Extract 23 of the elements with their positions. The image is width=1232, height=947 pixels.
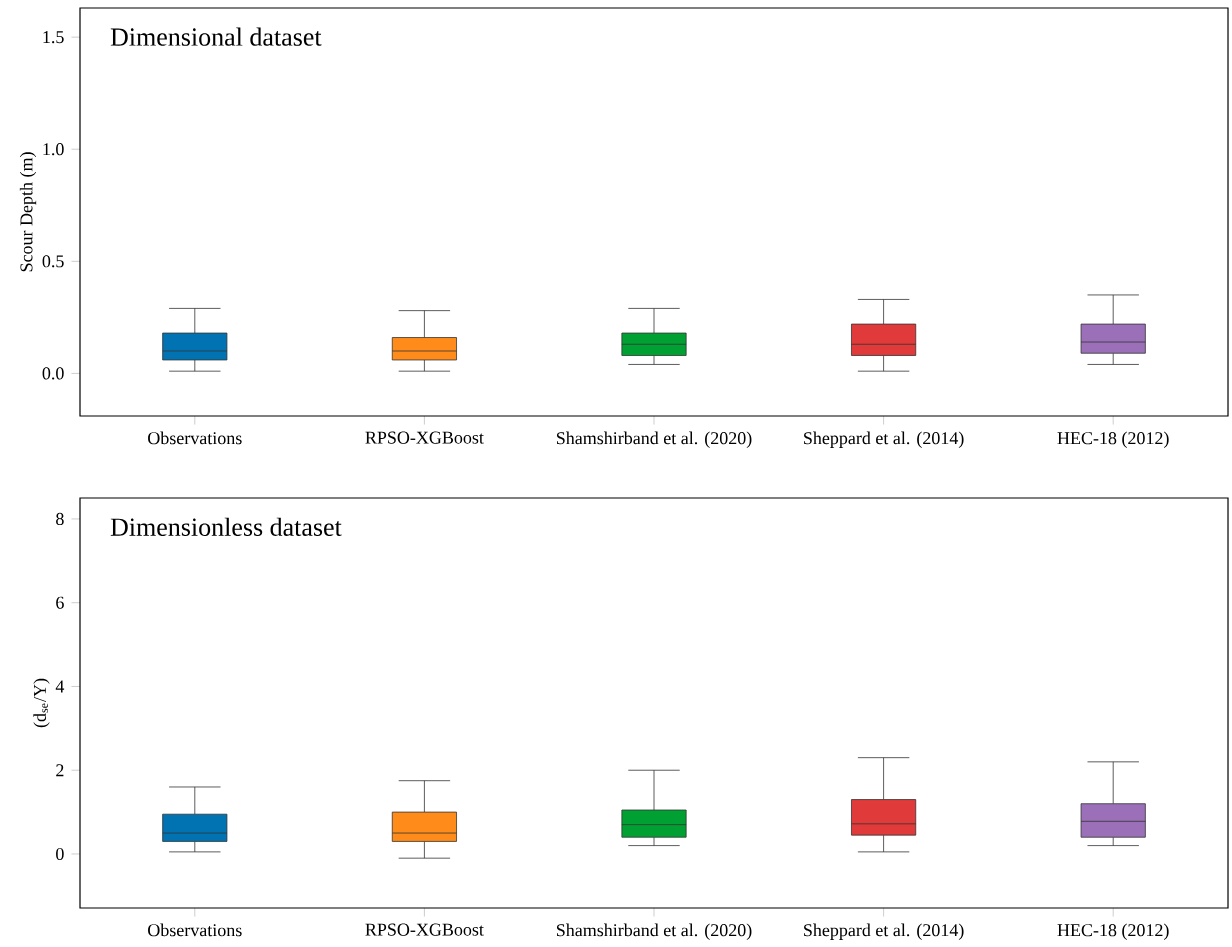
x-tick-label: Observations (148, 431, 242, 445)
x-tick-label: HEC-18 (2012) (1057, 923, 1169, 941)
y-tick-label: 0 (56, 848, 64, 861)
y-tick-label: 2 (56, 764, 64, 777)
y-axis-title: Scour Depth (m) (19, 152, 37, 272)
y-tick-label: 0.0 (42, 367, 64, 380)
x-tick-label: HEC-18 (2012) (1057, 431, 1169, 449)
text: Dimensional dataset (110, 27, 322, 47)
text: Dimensionless dataset (110, 517, 342, 537)
y-tick-label: 6 (56, 596, 64, 609)
x-tick-label: Sheppard et al. (2014) (804, 431, 964, 449)
x-tick-label: Sheppard et al. (2014) (804, 923, 964, 941)
y-axis-title: (d$_{se}$/Y) (33, 679, 50, 728)
x-tick-label: Shamshirband et al. (2020) (556, 923, 752, 941)
y-tick-label: 0.5 (42, 255, 64, 268)
x-tick-label: Observations (148, 923, 242, 937)
y-tick-label: 4 (55, 680, 65, 693)
y-tick-label: 8 (56, 513, 64, 526)
y-tick-label: 1.5 (43, 31, 64, 44)
x-tick-label: RPSO-XGBoost (365, 431, 484, 444)
y-tick-label: 1.0 (43, 143, 64, 156)
x-tick-label: Shamshirband et al. (2020) (556, 431, 752, 449)
x-tick-label: RPSO-XGBoost (365, 923, 484, 936)
